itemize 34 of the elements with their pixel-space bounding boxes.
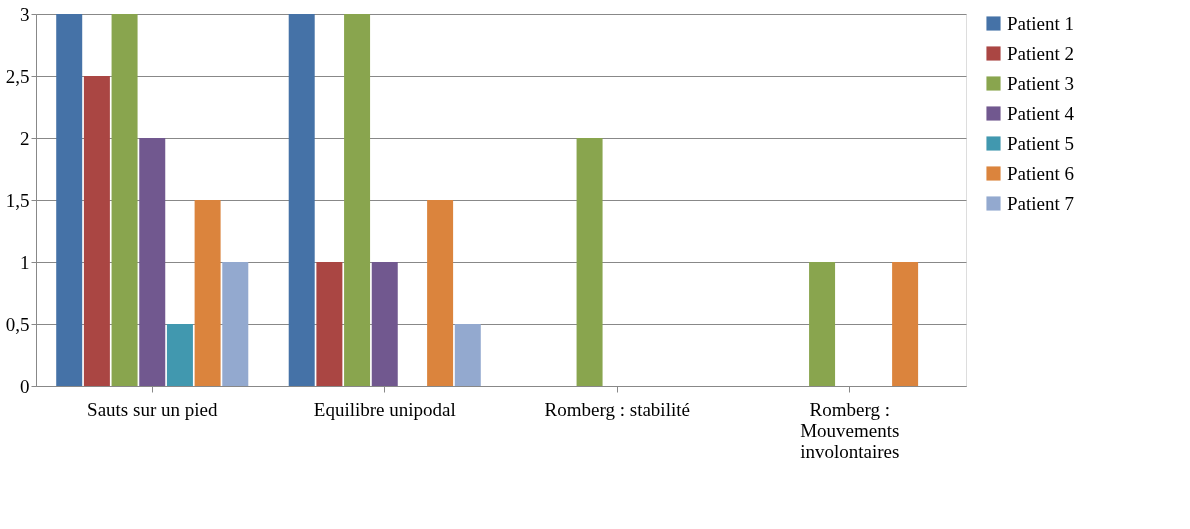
- y-tick-label: 2: [20, 127, 30, 149]
- y-tick-label: 1: [20, 251, 30, 273]
- bar: [892, 262, 919, 386]
- legend-label: Patient 6: [1007, 162, 1075, 184]
- legend-label: Patient 5: [1007, 132, 1075, 154]
- bar: [371, 262, 398, 386]
- y-tick-label: 2,5: [5, 65, 30, 87]
- y-tick-label: 1,5: [5, 189, 30, 211]
- x-tick-label: Romberg : Mouvements involontaires: [800, 398, 900, 462]
- legend-label: Patient 7: [1007, 192, 1075, 214]
- y-tick-label: 0,5: [5, 313, 30, 335]
- bar: [809, 262, 836, 386]
- bar: [166, 324, 193, 386]
- bar: [288, 14, 315, 386]
- bar: [576, 138, 603, 386]
- legend-label: Patient 4: [1007, 102, 1075, 124]
- y-tick-label: 3: [20, 3, 30, 25]
- bar: [56, 14, 83, 386]
- bar: [454, 324, 481, 386]
- bar: [316, 262, 343, 386]
- legend-label: Patient 1: [1007, 12, 1075, 34]
- x-tick-label: Sauts sur un pied: [87, 398, 218, 420]
- legend-label: Patient 3: [1007, 72, 1075, 94]
- bar: [344, 14, 371, 386]
- x-tick-label: Romberg : stabilité: [544, 398, 690, 420]
- bar: [111, 14, 138, 386]
- legend-label: Patient 2: [1007, 42, 1075, 64]
- bar: [83, 76, 110, 386]
- y-tick-label: 0: [20, 375, 30, 397]
- bar: [194, 200, 221, 386]
- bar: [427, 200, 454, 386]
- x-tick-label: Equilibre unipodal: [313, 398, 456, 420]
- bar: [139, 138, 166, 386]
- bar: [222, 262, 249, 386]
